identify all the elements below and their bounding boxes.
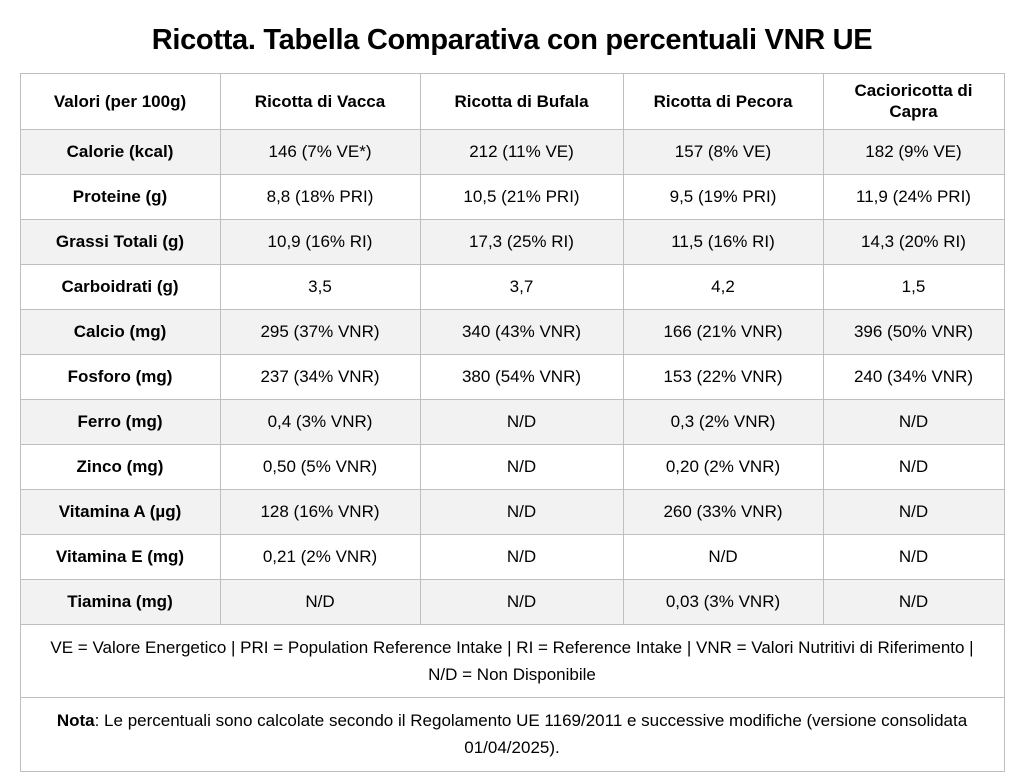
header-row: Valori (per 100g) Ricotta di Vacca Ricotta…	[19, 72, 1005, 130]
data-cell: N/D	[419, 533, 624, 580]
data-cell: N/D	[419, 398, 624, 445]
data-cell: 396 (50% VNR)	[822, 308, 1005, 355]
comparison-table: Valori (per 100g) Ricotta di Vacca Ricotta…	[19, 72, 1005, 772]
table-row: Calorie (kcal) 146 (7% VE*) 212 (11% VE) 15…	[19, 128, 1005, 175]
header-cell: Ricotta di Vacca	[219, 72, 421, 130]
data-cell: N/D	[822, 398, 1005, 445]
table-row: Zinco (mg) 0,50 (5% VNR) N/D 0,20 (2% VNR) N…	[19, 443, 1005, 490]
data-cell: 166 (21% VNR)	[622, 308, 824, 355]
data-cell: 4,2	[622, 263, 824, 310]
table-row: Ferro (mg) 0,4 (3% VNR) N/D 0,3 (2% VNR) N/D	[19, 398, 1005, 445]
data-cell: 3,7	[419, 263, 624, 310]
data-cell: N/D	[219, 578, 421, 625]
legend-row: VE = Valore Energetico | PRI = Populatio…	[19, 623, 1005, 699]
data-cell: 3,5	[219, 263, 421, 310]
data-cell: 10,9 (16% RI)	[219, 218, 421, 265]
table-row: Fosforo (mg) 237 (34% VNR) 380 (54% VNR) 15…	[19, 353, 1005, 400]
data-cell: 0,50 (5% VNR)	[219, 443, 421, 490]
table-row: Calcio (mg) 295 (37% VNR) 340 (43% VNR) 166…	[19, 308, 1005, 355]
data-cell: 11,5 (16% RI)	[622, 218, 824, 265]
table-row: Grassi Totali (g) 10,9 (16% RI) 17,3 (25% …	[19, 218, 1005, 265]
note-label: Nota	[56, 711, 95, 731]
data-cell: 240 (34% VNR)	[822, 353, 1005, 400]
data-cell: N/D	[419, 488, 624, 535]
data-cell: N/D	[419, 443, 624, 490]
data-cell: N/D	[822, 488, 1005, 535]
data-cell: 380 (54% VNR)	[419, 353, 624, 400]
row-label: Ferro (mg)	[19, 398, 221, 445]
data-cell: 0,20 (2% VNR)	[622, 443, 824, 490]
table-row: Vitamina E (mg) 0,21 (2% VNR) N/D N/D N/D	[19, 533, 1005, 580]
data-cell: 260 (33% VNR)	[622, 488, 824, 535]
row-label: Vitamina A (µg)	[19, 488, 221, 535]
data-cell: 0,21 (2% VNR)	[219, 533, 421, 580]
note-cell: Nota: Le percentuali sono calcolate seco…	[19, 697, 1005, 772]
data-cell: 8,8 (18% PRI)	[219, 173, 421, 220]
data-cell: 182 (9% VE)	[822, 128, 1005, 175]
header-cell: Ricotta di Pecora	[622, 72, 824, 130]
data-cell: 146 (7% VE*)	[219, 128, 421, 175]
data-cell: N/D	[822, 443, 1005, 490]
data-cell: 17,3 (25% RI)	[419, 218, 624, 265]
row-label: Calcio (mg)	[19, 308, 221, 355]
data-cell: 0,4 (3% VNR)	[219, 398, 421, 445]
data-cell: 128 (16% VNR)	[219, 488, 421, 535]
row-label: Calorie (kcal)	[19, 128, 221, 175]
data-cell: 10,5 (21% PRI)	[419, 173, 624, 220]
data-cell: 9,5 (19% PRI)	[622, 173, 824, 220]
data-cell: 11,9 (24% PRI)	[822, 173, 1005, 220]
data-cell: N/D	[419, 578, 624, 625]
data-cell: 237 (34% VNR)	[219, 353, 421, 400]
data-cell: 340 (43% VNR)	[419, 308, 624, 355]
row-label: Grassi Totali (g)	[19, 218, 221, 265]
data-cell: 14,3 (20% RI)	[822, 218, 1005, 265]
row-label: Zinco (mg)	[19, 443, 221, 490]
data-cell: 0,03 (3% VNR)	[622, 578, 824, 625]
note-text: : Le percentuali sono calcolate secondo …	[94, 711, 968, 758]
row-label: Tiamina (mg)	[19, 578, 221, 625]
data-cell: N/D	[622, 533, 824, 580]
legend-text: VE = Valore Energetico | PRI = Populatio…	[19, 623, 1005, 699]
row-label: Fosforo (mg)	[19, 353, 221, 400]
table-row: Vitamina A (µg) 128 (16% VNR) N/D 260 (33% …	[19, 488, 1005, 535]
data-cell: 295 (37% VNR)	[219, 308, 421, 355]
table-row: Proteine (g) 8,8 (18% PRI) 10,5 (21% PRI) 9…	[19, 173, 1005, 220]
data-cell: N/D	[822, 578, 1005, 625]
page-title: Ricotta. Tabella Comparativa con percent…	[151, 24, 873, 56]
row-label: Vitamina E (mg)	[19, 533, 221, 580]
header-cell: Ricotta di Bufala	[419, 72, 624, 130]
table-row: Tiamina (mg) N/D N/D 0,03 (3% VNR) N/D	[19, 578, 1005, 625]
row-label: Carboidrati (g)	[19, 263, 221, 310]
data-cell: N/D	[822, 533, 1005, 580]
table-row: Carboidrati (g) 3,5 3,7 4,2 1,5	[19, 263, 1005, 310]
note-row: Nota: Le percentuali sono calcolate seco…	[19, 697, 1005, 772]
data-cell: 157 (8% VE)	[622, 128, 824, 175]
data-cell: 212 (11% VE)	[419, 128, 624, 175]
data-cell: 0,3 (2% VNR)	[622, 398, 824, 445]
header-cell: Cacioricotta di Capra	[822, 72, 1005, 130]
header-cell: Valori (per 100g)	[19, 72, 221, 130]
data-cell: 153 (22% VNR)	[622, 353, 824, 400]
data-cell: 1,5	[822, 263, 1005, 310]
row-label: Proteine (g)	[19, 173, 221, 220]
